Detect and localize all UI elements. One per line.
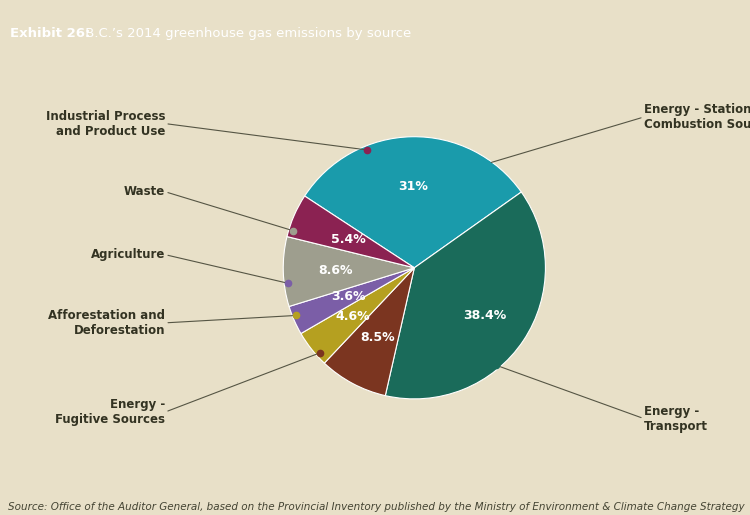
- Wedge shape: [301, 268, 414, 363]
- Text: 5.4%: 5.4%: [331, 233, 365, 246]
- Wedge shape: [284, 236, 414, 306]
- Text: Source: Office of the Auditor General, based on the Provincial Inventory publish: Source: Office of the Auditor General, b…: [8, 503, 744, 512]
- Text: B.C.’s 2014 greenhouse gas emissions by source: B.C.’s 2014 greenhouse gas emissions by …: [81, 27, 411, 41]
- Text: Afforestation and
Deforestation: Afforestation and Deforestation: [48, 309, 165, 337]
- Wedge shape: [289, 268, 414, 334]
- Text: Energy -
Fugitive Sources: Energy - Fugitive Sources: [56, 398, 165, 426]
- Text: 3.6%: 3.6%: [331, 290, 365, 303]
- Text: 31%: 31%: [398, 180, 427, 193]
- Text: 38.4%: 38.4%: [464, 308, 507, 322]
- Wedge shape: [324, 268, 414, 396]
- Text: 8.5%: 8.5%: [360, 331, 394, 344]
- Text: Energy - Stationary
Combustion Source: Energy - Stationary Combustion Source: [644, 103, 750, 131]
- Text: 8.6%: 8.6%: [319, 264, 353, 277]
- Text: Energy -
Transport: Energy - Transport: [644, 405, 708, 433]
- Text: Industrial Process
and Product Use: Industrial Process and Product Use: [46, 110, 165, 138]
- Text: 4.6%: 4.6%: [335, 310, 370, 323]
- Text: Agriculture: Agriculture: [91, 248, 165, 261]
- Wedge shape: [287, 196, 414, 268]
- Wedge shape: [304, 136, 521, 268]
- Wedge shape: [386, 192, 545, 399]
- Text: Waste: Waste: [124, 185, 165, 198]
- Text: Exhibit 26:: Exhibit 26:: [10, 27, 90, 41]
